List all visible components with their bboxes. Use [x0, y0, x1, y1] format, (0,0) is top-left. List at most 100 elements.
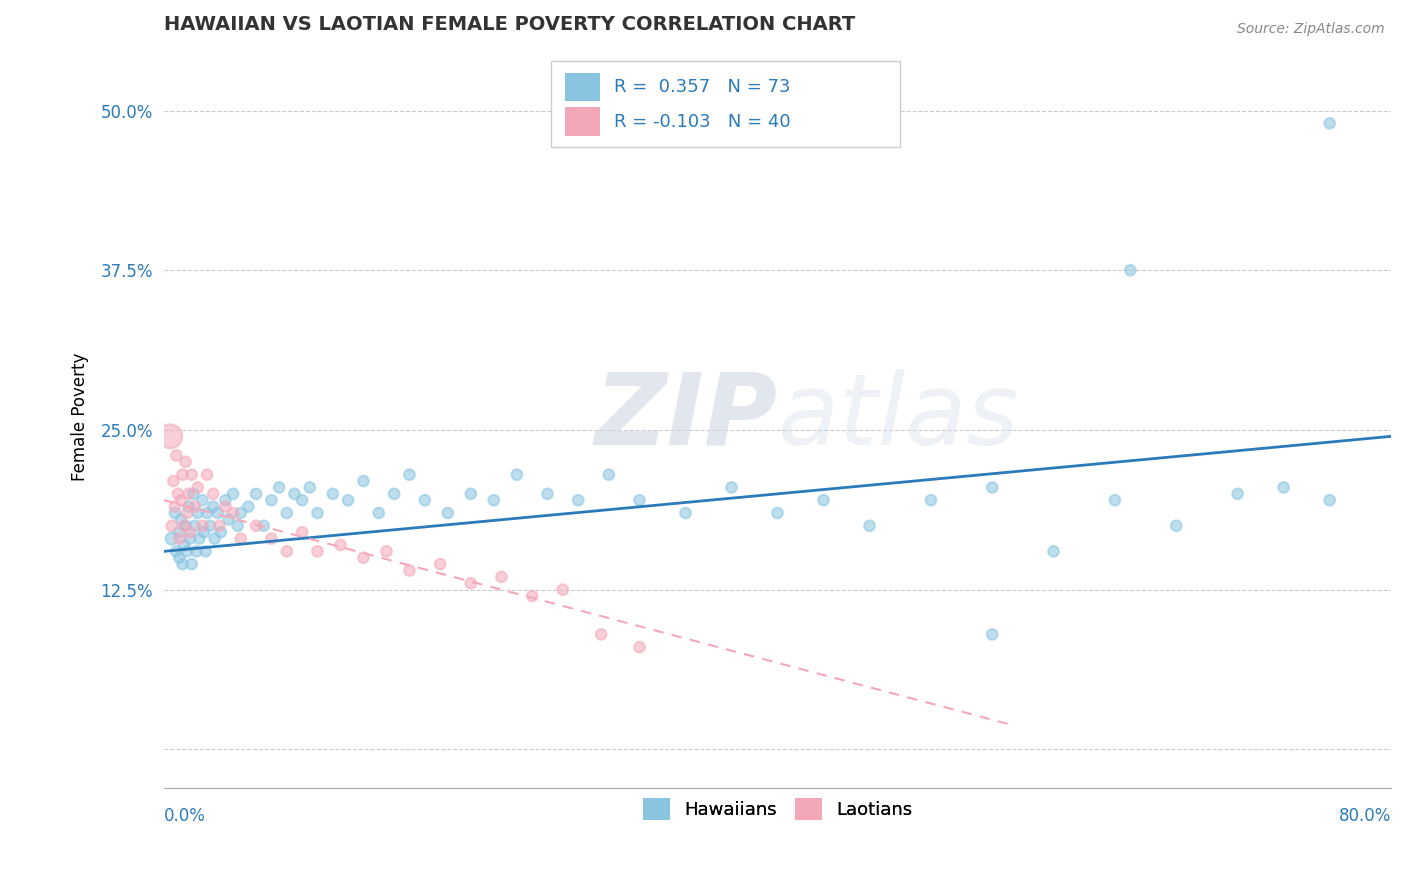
Point	[298, 480, 321, 494]
Point	[981, 627, 1004, 641]
Point	[1119, 263, 1142, 277]
Point	[195, 506, 218, 520]
Point	[322, 487, 344, 501]
Point	[628, 640, 651, 655]
Point	[181, 487, 204, 501]
Point	[307, 506, 329, 520]
Point	[813, 493, 835, 508]
Point	[180, 467, 202, 482]
Point	[187, 480, 209, 494]
Point	[628, 493, 651, 508]
Point	[162, 474, 184, 488]
Point	[229, 506, 252, 520]
Point	[180, 557, 202, 571]
Point	[170, 493, 193, 508]
Legend: Hawaiians, Laotians: Hawaiians, Laotians	[636, 790, 920, 827]
Point	[238, 500, 260, 514]
Point	[1319, 493, 1341, 508]
Point	[179, 525, 201, 540]
Point	[169, 525, 191, 540]
Point	[169, 532, 191, 546]
Point	[353, 550, 375, 565]
Point	[367, 506, 389, 520]
Point	[858, 518, 880, 533]
Point	[291, 493, 314, 508]
Point	[429, 557, 451, 571]
Point	[188, 532, 211, 546]
Point	[398, 564, 420, 578]
Point	[436, 506, 458, 520]
Point	[337, 493, 360, 508]
Point	[1042, 544, 1064, 558]
Point	[520, 589, 543, 603]
Text: 0.0%: 0.0%	[165, 807, 205, 825]
Point	[170, 512, 193, 526]
Point	[202, 500, 225, 514]
Point	[167, 487, 190, 501]
Point	[172, 557, 194, 571]
Point	[375, 544, 398, 558]
Point	[160, 518, 183, 533]
Point	[198, 518, 221, 533]
Point	[214, 500, 236, 514]
Point	[1166, 518, 1188, 533]
Point	[491, 570, 513, 584]
Point	[209, 525, 232, 540]
Point	[229, 532, 252, 546]
Point	[720, 480, 742, 494]
Text: HAWAIIAN VS LAOTIAN FEMALE POVERTY CORRELATION CHART: HAWAIIAN VS LAOTIAN FEMALE POVERTY CORRE…	[165, 15, 855, 34]
Point	[276, 544, 298, 558]
Point	[194, 544, 217, 558]
Point	[329, 538, 352, 552]
Point	[260, 493, 283, 508]
Point	[176, 544, 198, 558]
Point	[169, 550, 191, 565]
Point	[172, 467, 194, 482]
Point	[173, 538, 195, 552]
Point	[382, 487, 405, 501]
Text: R =  0.357   N = 73: R = 0.357 N = 73	[614, 78, 790, 95]
Text: 80.0%: 80.0%	[1339, 807, 1391, 825]
Point	[920, 493, 942, 508]
Point	[179, 532, 201, 546]
Point	[184, 500, 207, 514]
Point	[482, 493, 505, 508]
Point	[226, 518, 249, 533]
Point	[218, 512, 240, 526]
Point	[253, 518, 276, 533]
Point	[675, 506, 697, 520]
Point	[163, 506, 186, 520]
Point	[214, 493, 236, 508]
Point	[1272, 480, 1295, 494]
Point	[413, 493, 436, 508]
Point	[307, 544, 329, 558]
FancyBboxPatch shape	[565, 72, 599, 101]
Point	[193, 525, 215, 540]
Point	[766, 506, 789, 520]
Point	[1319, 116, 1341, 130]
Point	[1226, 487, 1249, 501]
Point	[276, 506, 298, 520]
Point	[536, 487, 558, 501]
Point	[184, 518, 207, 533]
Point	[191, 518, 214, 533]
Point	[187, 506, 209, 520]
Point	[208, 518, 231, 533]
FancyBboxPatch shape	[551, 62, 900, 146]
Point	[177, 487, 200, 501]
FancyBboxPatch shape	[565, 107, 599, 136]
Point	[176, 506, 198, 520]
Point	[269, 480, 291, 494]
Point	[981, 480, 1004, 494]
Text: atlas: atlas	[778, 368, 1019, 466]
Point	[202, 487, 225, 501]
Point	[460, 487, 482, 501]
Point	[207, 506, 229, 520]
Point	[222, 487, 245, 501]
Point	[160, 532, 183, 546]
Point	[177, 500, 200, 514]
Point	[598, 467, 620, 482]
Point	[245, 518, 267, 533]
Point	[353, 474, 375, 488]
Point	[165, 544, 187, 558]
